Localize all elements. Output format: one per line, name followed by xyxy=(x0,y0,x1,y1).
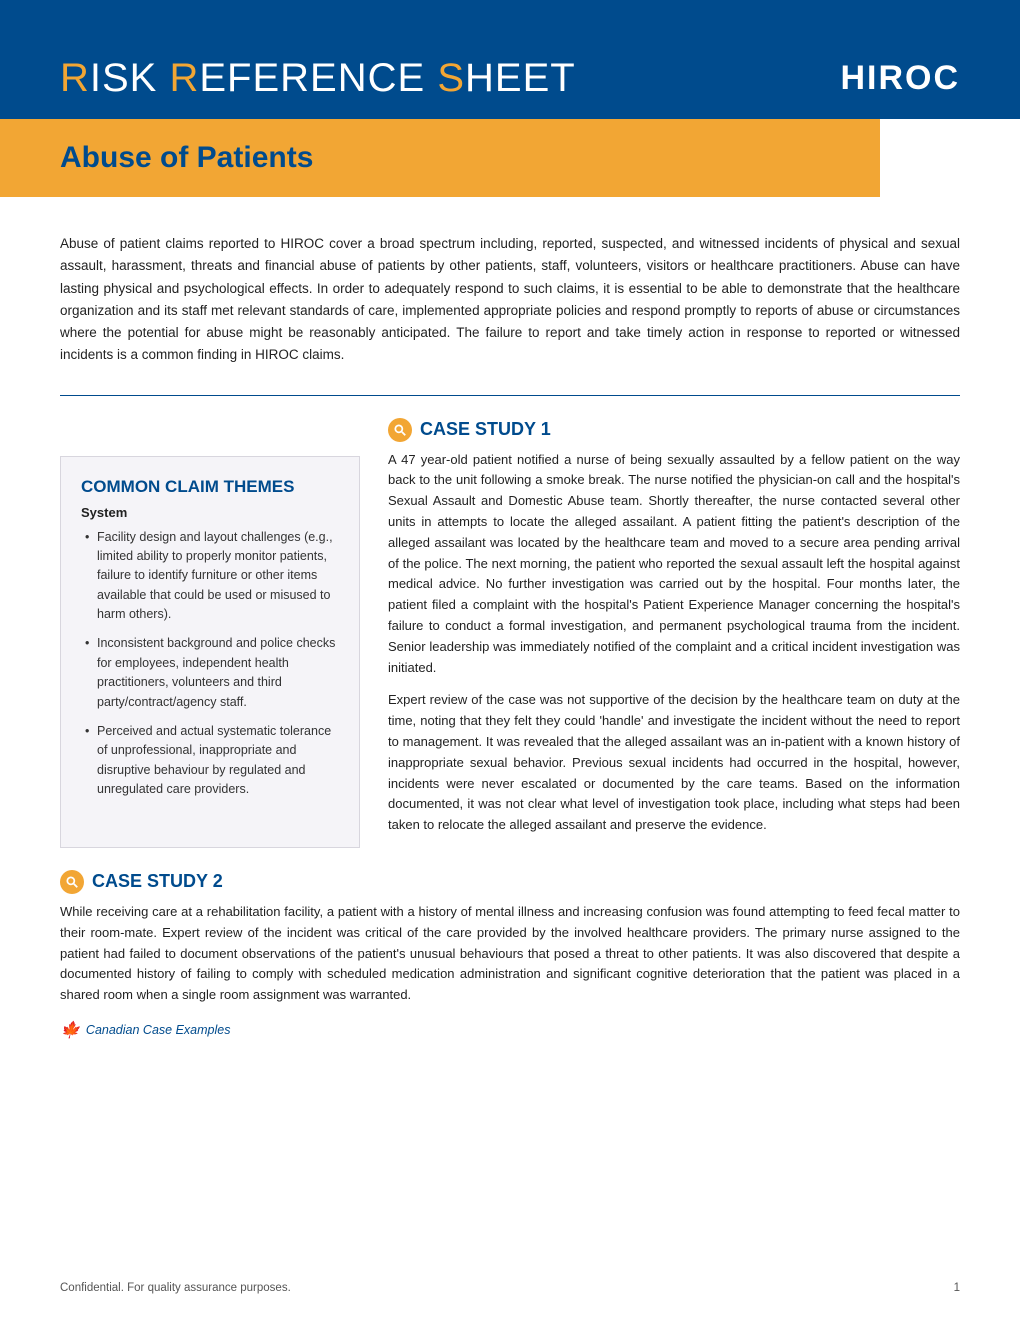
case2-paragraph-1: While receiving care at a rehabilitation… xyxy=(60,902,960,1006)
case-study-1-heading: CASE STUDY 1 xyxy=(388,418,960,442)
title-letter-s: S xyxy=(437,56,465,100)
list-item: Perceived and actual systematic toleranc… xyxy=(81,722,339,800)
case-study-2-title: CASE STUDY 2 xyxy=(92,871,223,892)
magnifier-icon xyxy=(388,418,412,442)
list-item: Facility design and layout challenges (e… xyxy=(81,528,339,625)
top-accent-bar xyxy=(0,0,1020,38)
intro-paragraph: Abuse of patient claims reported to HIRO… xyxy=(60,233,960,367)
title-letter-r2: R xyxy=(169,56,199,100)
canadian-link-text: Canadian Case Examples xyxy=(86,1023,231,1037)
document-title: RISK REFERENCE SHEET xyxy=(60,56,576,101)
common-claim-themes-box: COMMON CLAIM THEMES System Facility desi… xyxy=(60,456,360,848)
maple-leaf-icon: 🍁 xyxy=(60,1020,80,1040)
case1-paragraph-2: Expert review of the case was not suppor… xyxy=(388,690,960,836)
title-letter-r1: R xyxy=(60,56,90,100)
main-column: CASE STUDY 1 A 47 year-old patient notif… xyxy=(388,418,960,848)
title-bar: RISK REFERENCE SHEET HIROC xyxy=(0,38,1020,119)
case1-paragraph-1: A 47 year-old patient notified a nurse o… xyxy=(388,450,960,679)
logo-text: HIROC xyxy=(840,59,960,98)
canadian-case-examples-link[interactable]: 🍁 Canadian Case Examples xyxy=(60,1020,960,1040)
content-area: Abuse of patient claims reported to HIRO… xyxy=(0,197,1020,1080)
sidebar-subheading: System xyxy=(81,505,339,520)
list-item: Inconsistent background and police check… xyxy=(81,634,339,712)
footer-confidential-text: Confidential. For quality assurance purp… xyxy=(60,1282,291,1294)
case-study-2-section: CASE STUDY 2 While receiving care at a r… xyxy=(60,870,960,1040)
two-column-layout: COMMON CLAIM THEMES System Facility desi… xyxy=(60,418,960,848)
subtitle-bar: Abuse of Patients xyxy=(0,119,880,197)
hiroc-logo: HIROC xyxy=(840,59,960,98)
title-word-isk: ISK xyxy=(90,56,170,100)
page-container: RISK REFERENCE SHEET HIROC Abuse of Pati… xyxy=(0,0,1020,1320)
section-divider xyxy=(60,395,960,396)
title-word-eference: EFERENCE xyxy=(199,56,437,100)
magnifier-icon xyxy=(60,870,84,894)
case-study-2-heading: CASE STUDY 2 xyxy=(60,870,960,894)
title-word-heet: HEET xyxy=(465,56,576,100)
subtitle-text: Abuse of Patients xyxy=(60,141,820,175)
case-study-1-title: CASE STUDY 1 xyxy=(420,419,551,440)
page-number: 1 xyxy=(954,1282,960,1294)
sidebar-heading: COMMON CLAIM THEMES xyxy=(81,477,339,497)
sidebar-list: Facility design and layout challenges (e… xyxy=(81,528,339,800)
page-footer: Confidential. For quality assurance purp… xyxy=(60,1282,960,1294)
